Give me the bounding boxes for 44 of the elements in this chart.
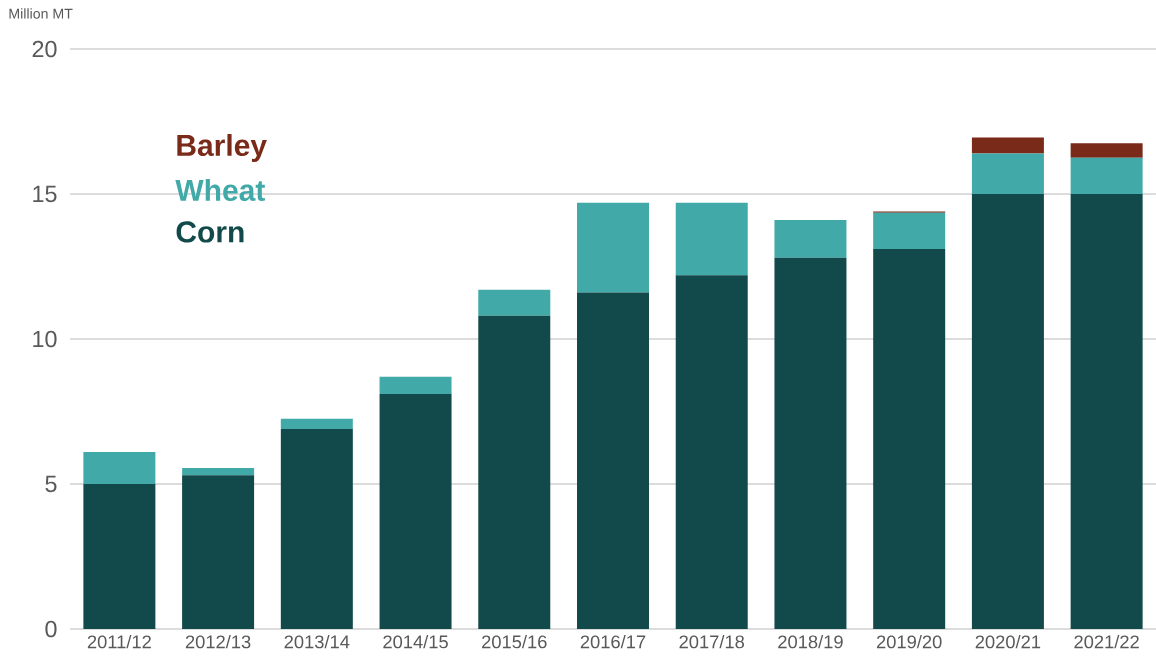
bar [478, 289, 551, 316]
bar [774, 257, 847, 629]
bar [280, 418, 353, 429]
bar [971, 153, 1044, 194]
text: Barley [177, 134, 267, 162]
x-tick-label: 2021/22 [1074, 634, 1139, 649]
y-axis-title: Million MT [9, 8, 73, 19]
x-tick-label: 2015/16 [482, 634, 547, 649]
x-tick-label: 2017/18 [679, 634, 745, 649]
bar [873, 249, 946, 629]
bar [577, 202, 649, 293]
bar [577, 292, 649, 629]
bar [971, 193, 1044, 629]
text: Wheat [175, 178, 265, 201]
bar [675, 202, 748, 276]
bar [478, 315, 551, 629]
x-tick-label: 2013/14 [284, 634, 350, 649]
bar [971, 137, 1044, 154]
bar [774, 220, 847, 258]
x-tick-label: 2012/13 [185, 634, 251, 649]
bar [1070, 193, 1143, 629]
bar [280, 428, 353, 629]
bar [1070, 157, 1143, 194]
text: Corn [176, 221, 244, 243]
x-tick-label: 2020/21 [975, 634, 1041, 649]
x-tick-label: 2018/19 [778, 634, 843, 649]
bar [675, 275, 748, 629]
x-tick-label: 2011/12 [87, 634, 151, 649]
x-tick-label: 2016/17 [580, 634, 646, 649]
y-tick-label: 10 [33, 330, 57, 348]
y-tick-label: 0 [45, 620, 57, 638]
bar [182, 475, 255, 629]
bar [379, 394, 452, 629]
x-tick-label: 2014/15 [383, 634, 448, 649]
bar [873, 212, 946, 250]
bar [379, 376, 452, 395]
y-tick-label: 15 [33, 185, 57, 203]
bar [83, 452, 156, 484]
bar [1070, 143, 1143, 158]
y-tick-label: 20 [32, 40, 57, 58]
bar [83, 483, 156, 629]
x-tick-label: 2019/20 [876, 634, 942, 649]
y-tick-label: 5 [45, 475, 57, 493]
bar [182, 468, 255, 476]
